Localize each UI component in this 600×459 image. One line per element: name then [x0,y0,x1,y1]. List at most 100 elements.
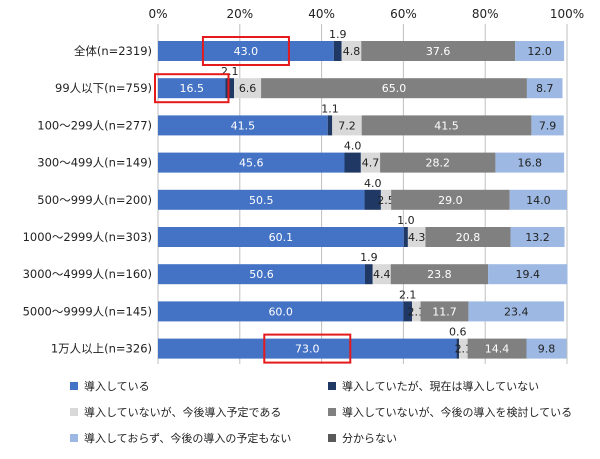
data-label: 8.7 [536,82,554,95]
data-label: 60.1 [269,231,294,244]
data-label: 1.9 [329,28,347,41]
data-label: 14.0 [526,194,551,207]
bar-segment [509,189,567,210]
data-label: 7.2 [338,119,356,132]
x-tick-label: 0% [148,7,167,21]
legend-label: 導入している [84,380,150,393]
category-label: 1000～2999人(n=303) [23,230,152,244]
data-label: 41.5 [434,119,459,132]
bar-segment [158,301,404,322]
data-label: 23.8 [427,268,452,281]
legend-label: 導入していないが、今後導入予定である [84,406,282,419]
x-tick-label: 20% [226,7,253,21]
bar-segment [158,338,457,359]
bar-segment [158,115,328,136]
bar-segment [333,41,342,61]
highlight-box [201,36,290,66]
bar-segment [515,41,565,61]
legend-item: 分からない [328,430,397,446]
data-label: 37.6 [426,45,451,58]
bar-segment [456,338,460,359]
bar-segment [468,301,565,322]
bar-segment [360,152,381,173]
data-label: 13.2 [525,231,550,244]
data-label: 4.7 [362,157,380,170]
data-label: 19.4 [515,268,540,281]
data-label: 4.4 [373,268,391,281]
bar-segment [225,78,235,99]
data-label: 11.7 [432,305,457,318]
bar-segment [407,227,426,247]
bar-segment [380,189,392,210]
data-label: 28.2 [426,157,451,170]
data-label: 29.0 [438,194,463,207]
legend-label: 導入していたが、現在は導入していない [342,380,540,393]
bar-segment [332,115,362,136]
data-label: 23.4 [504,305,529,318]
highlight-box [263,333,352,364]
bar-segment [341,41,362,61]
category-label: 300～499人(n=149) [37,156,152,170]
data-label: 6.6 [239,82,257,95]
data-label: 2.1 [399,288,417,301]
bar-segment [234,78,262,99]
legend-label: 導入しておらず、今後の導入の予定もない [84,432,292,445]
bar-segment [158,264,365,285]
bar-segment [403,227,408,247]
data-label: 41.5 [231,119,256,132]
data-label: 7.9 [539,119,557,132]
x-tick-label: 80% [472,7,499,21]
bar-segment [158,227,404,247]
data-label: 2.1 [221,65,239,78]
data-label: 1.1 [321,102,339,115]
bar-segment [344,152,361,173]
legend-item: 導入していないが、今後の導入を検討している [328,404,572,420]
x-tick-label: 100% [550,7,584,21]
bar-segment [467,338,527,359]
legend-label: 分からない [342,432,397,445]
category-label: 5000～9999人(n=145) [23,304,152,318]
data-label: 2.5 [377,194,395,207]
bar-segment [420,301,469,322]
x-tick-label: 60% [390,7,417,21]
bar-segment [495,152,565,173]
x-tick-label: 40% [308,7,335,21]
data-label: 20.8 [456,231,481,244]
legend-swatch [328,434,336,442]
legend-item: 導入している [70,378,150,394]
bar-segment [361,41,516,61]
bar-segment [390,264,489,285]
category-label: 500～999人(n=200) [37,193,152,207]
bar-segment [531,115,564,136]
bar-segment [488,264,568,285]
data-label: 50.6 [249,268,274,281]
legend-item: 導入しておらず、今後の導入の予定もない [70,430,291,446]
data-label: 4.3 [408,231,426,244]
bar-segment [158,152,345,173]
data-label: 14.4 [485,343,510,356]
bar-segment [361,115,532,136]
data-label: 4.8 [343,45,361,58]
category-label: 3000～4999人(n=160) [23,267,152,281]
bar-segment [364,264,373,285]
bar-segment [510,227,565,247]
data-label: 43.0 [234,45,259,58]
legend-item: 導入していたが、現在は導入していない [328,378,539,394]
bar-segment [526,78,563,99]
data-label: 1.9 [360,251,378,264]
bar-segment [261,78,527,99]
bar-segment [327,115,333,136]
legend-swatch [70,408,78,416]
bar-segment [364,189,381,210]
bar-segment [425,227,511,247]
legend-swatch [328,382,336,390]
highlight-box [154,73,230,104]
data-label: 4.0 [344,140,362,153]
bar-segment [380,152,496,173]
data-label: 16.8 [518,157,543,170]
bar-segment [391,189,510,210]
data-label: 12.0 [527,45,552,58]
category-label: 全体(n=2319) [74,44,152,58]
data-label: 1.0 [397,214,415,227]
